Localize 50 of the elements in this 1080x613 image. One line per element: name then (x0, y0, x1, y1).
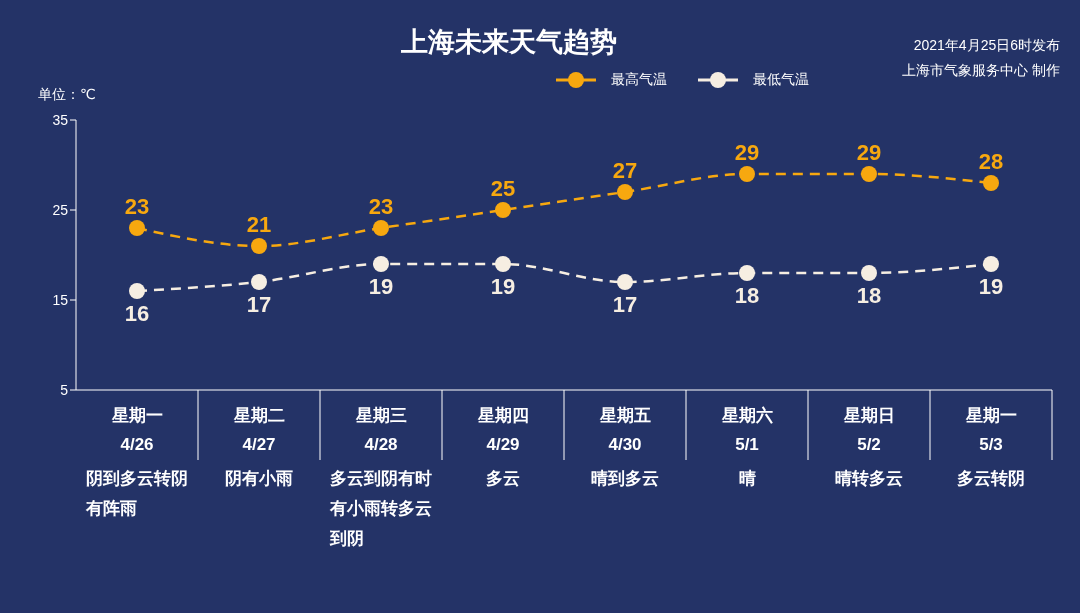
point (373, 256, 389, 272)
x-tick-label: 星期一 4/26 阴到多云转阴有阵雨 (85, 406, 188, 518)
point (983, 256, 999, 272)
point (617, 274, 633, 290)
x-tick-label: 星期六 5/1 晴 (720, 406, 773, 488)
text: 上海市气象服务中心 制作 (902, 61, 1060, 80)
point (983, 175, 999, 191)
data-label: 27 (612, 158, 638, 183)
x-tick-label: 星期二 4/27 阴有小雨 (225, 406, 293, 488)
x-tick-label: 星期一 5/3 多云转阴 (957, 406, 1025, 488)
data-label: 19 (978, 273, 1004, 299)
legend-label: 最高气温 (611, 71, 667, 89)
point (617, 184, 633, 200)
text: 2021年4月25日6时发布 (912, 36, 1060, 55)
point (495, 256, 511, 272)
point (373, 220, 389, 236)
x-tick-label: 星期日 5/2 晴转多云 (835, 406, 903, 488)
data-label: 29 (856, 140, 882, 165)
data-label: 25 (490, 176, 516, 201)
x-tick-label: 星期三 4/28 多云到阴有时有小雨转多云到阴 (329, 406, 432, 548)
y-axis-title: 单位：℃ (38, 85, 96, 104)
legend-label: 最低气温 (753, 71, 809, 89)
data-label: 23 (368, 194, 394, 219)
x-tick-label: 星期五 4/30 晴到多云 (591, 406, 659, 488)
point (739, 166, 755, 182)
point (861, 265, 877, 281)
point (129, 283, 145, 299)
data-label: 17 (612, 291, 638, 317)
data-label: 19 (490, 273, 516, 299)
point (861, 166, 877, 182)
data-label: 18 (856, 282, 882, 308)
point (251, 274, 267, 290)
point (739, 265, 755, 281)
data-label: 16 (124, 300, 150, 326)
y-tick-label: 5 (60, 381, 69, 398)
y-tick-label: 15 (52, 291, 69, 308)
x-tick-label: 星期四 4/29 多云 (476, 406, 529, 488)
data-label: 29 (734, 140, 760, 165)
y-tick-label: 25 (52, 201, 69, 218)
data-label: 23 (124, 194, 150, 219)
data-label: 17 (246, 291, 272, 317)
point (129, 220, 145, 236)
data-label: 21 (246, 212, 272, 237)
point (251, 238, 267, 254)
data-label: 19 (368, 273, 394, 299)
data-label: 18 (734, 282, 760, 308)
data-label: 28 (978, 149, 1004, 174)
point (495, 202, 511, 218)
y-tick-label: 35 (52, 111, 69, 128)
chart-title: 上海未来天气趋势 (400, 26, 618, 59)
